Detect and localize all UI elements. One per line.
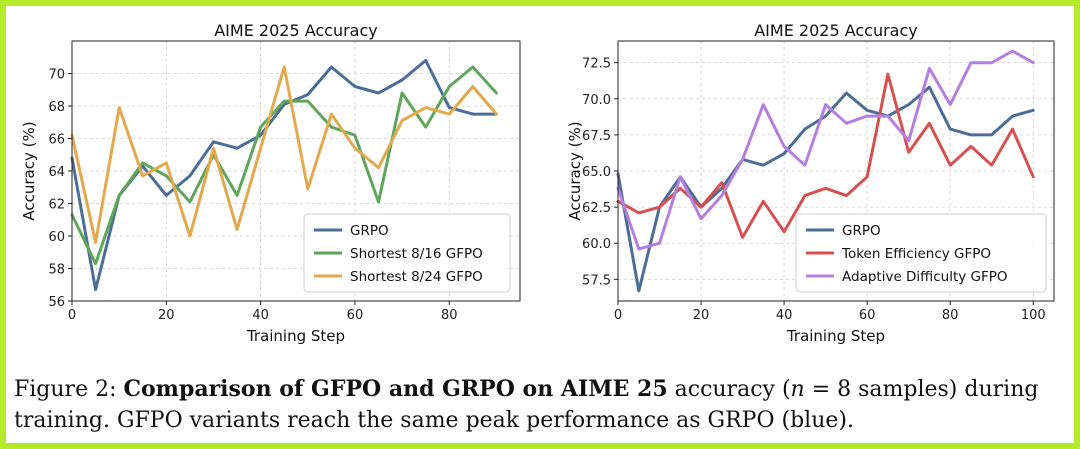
series-line-1 (616, 85, 1035, 293)
y-tick-label: 68 (48, 100, 65, 115)
legend-box (303, 213, 511, 293)
series-line-2 (616, 72, 1035, 239)
caption-n: n (790, 377, 805, 402)
y-tick-label: 57.5 (582, 273, 611, 288)
legend-label-1: GRPO (842, 223, 881, 239)
y-axis-label: Accuracy (%) (566, 121, 584, 220)
caption-bold: Comparison of GFPO and GRPO on AIME 25 (123, 376, 668, 402)
caption-mid: accuracy ( (667, 377, 791, 402)
legend-label-3: Shortest 8/24 GFPO (350, 269, 483, 285)
legend-label-3: Adaptive Difficulty GFPO (842, 269, 1008, 285)
x-tick-label: 20 (693, 308, 710, 323)
x-tick-label: 20 (158, 308, 175, 323)
chart-title: AIME 2025 Accuracy (754, 21, 918, 40)
y-tick-label: 70.0 (582, 93, 611, 108)
figure-caption: Figure 2: Comparison of GFPO and GRPO on… (14, 374, 1074, 436)
x-tick-label: 40 (252, 308, 269, 323)
y-axis-label: Accuracy (%) (20, 121, 38, 220)
y-tick-label: 60 (48, 230, 65, 245)
y-tick-label: 56 (48, 295, 65, 310)
x-tick-label: 100 (1021, 308, 1046, 323)
y-tick-label: 64 (48, 165, 65, 180)
legend-box (795, 213, 1047, 293)
series-line-2 (70, 65, 498, 266)
y-tick-label: 67.5 (582, 129, 611, 144)
legend-label-2: Shortest 8/16 GFPO (350, 246, 483, 262)
series-line-3 (616, 49, 1035, 251)
y-tick-label: 66 (48, 133, 65, 148)
y-tick-label: 65.0 (582, 165, 611, 180)
y-tick-label: 62 (48, 198, 65, 213)
y-tick-label: 58 (48, 263, 65, 278)
x-axis-label: Training Step (786, 327, 885, 345)
y-tick-label: 70 (48, 68, 65, 83)
y-tick-label: 72.5 (582, 57, 611, 72)
caption-prefix: Figure 2: (14, 377, 124, 402)
charts-canvas: 0 20 40 60 80 56 58 60 62 64 66 68 70 AIME 2025 Accur… (20, 21, 1055, 345)
x-tick-label: 60 (347, 308, 364, 323)
x-tick-label: 40 (776, 308, 793, 323)
series-line-1 (70, 59, 498, 292)
chart-title: AIME 2025 Accuracy (214, 21, 378, 40)
legend-label-1: GRPO (350, 223, 389, 239)
y-tick-label: 60.0 (582, 237, 611, 252)
x-tick-label: 0 (614, 308, 622, 323)
x-tick-label: 80 (942, 308, 959, 323)
x-tick-label: 80 (441, 308, 458, 323)
x-tick-label: 0 (68, 308, 76, 323)
caption-rest: = 8 samples) during training. GFPO varia… (14, 377, 1039, 433)
x-tick-label: 60 (859, 308, 876, 323)
legend-label-2: Token Efficiency GFPO (841, 246, 991, 262)
x-axis-label: Training Step (246, 327, 345, 345)
series-line-3 (70, 65, 498, 244)
y-tick-label: 62.5 (582, 201, 611, 216)
